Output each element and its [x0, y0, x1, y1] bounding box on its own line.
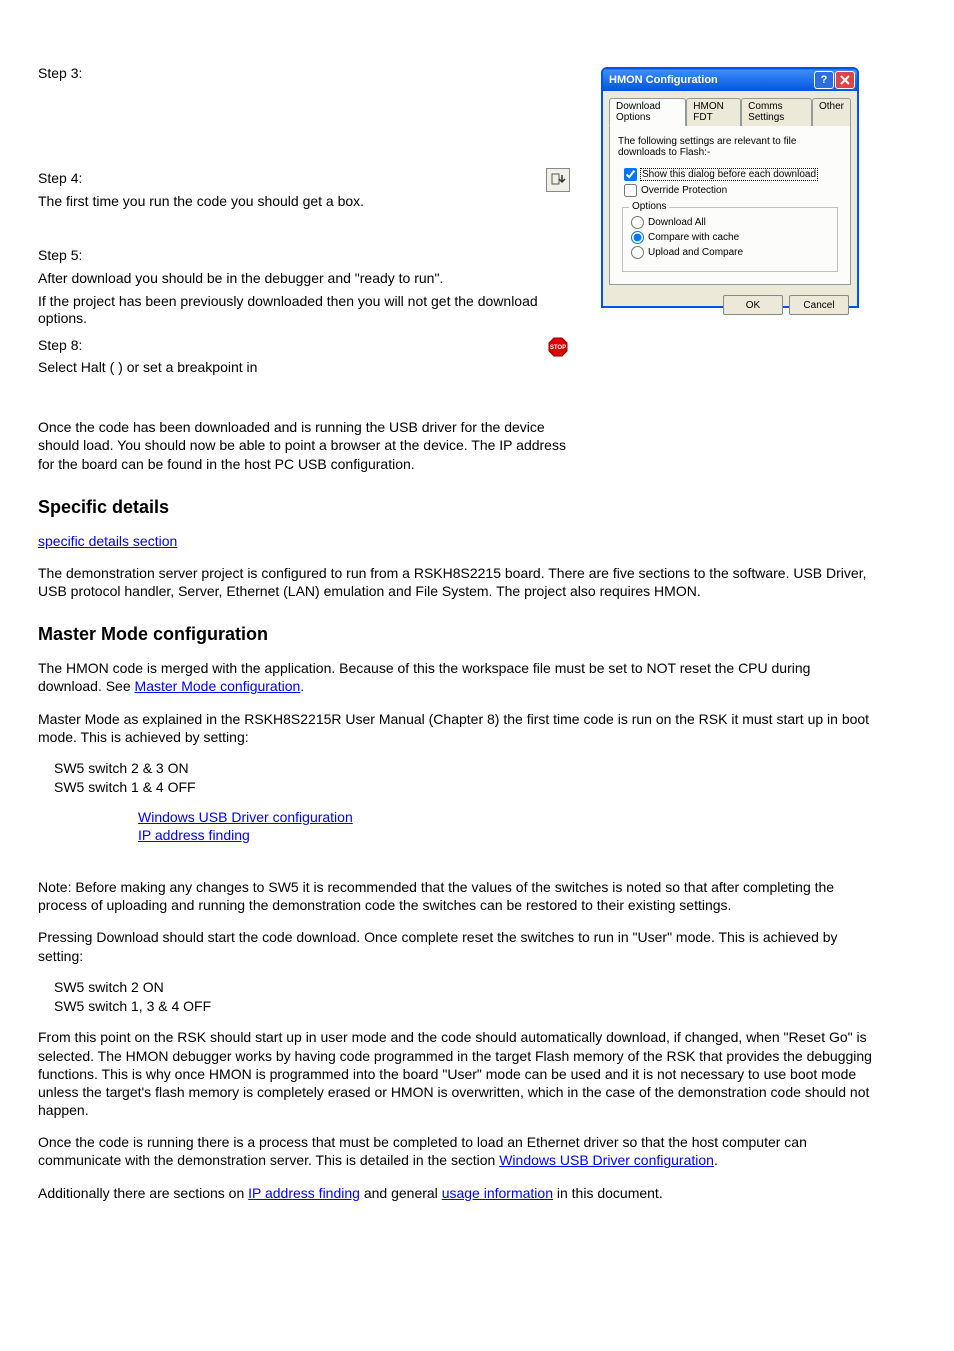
specific-details-heading: Specific details: [38, 497, 570, 518]
radio-compare-cache-row: Compare with cache: [631, 231, 829, 244]
close-button[interactable]: [835, 71, 855, 89]
tab-hmon-fdt[interactable]: HMON FDT: [686, 98, 741, 126]
close-icon: [839, 74, 851, 86]
details-p2: The HMON code is merged with the applica…: [38, 659, 878, 695]
ip-finding-link-2[interactable]: IP address finding: [248, 1185, 360, 1201]
checkbox-override-row: Override Protection: [624, 184, 842, 197]
ok-button[interactable]: OK: [723, 295, 783, 315]
dialog-title: HMON Configuration: [609, 74, 813, 86]
dialog-buttons: OK Cancel: [603, 291, 857, 323]
titlebar: HMON Configuration ?: [603, 69, 857, 91]
step8-label: Step 8:: [38, 337, 538, 354]
usage-info-link[interactable]: usage information: [442, 1185, 553, 1201]
bullet-1: SW5 switch 2 & 3 ON: [54, 760, 570, 777]
bullet2-2: SW5 switch 1, 3 & 4 OFF: [54, 998, 570, 1015]
step4-label: Step 4:: [38, 170, 538, 187]
stop-icon: STOP: [546, 335, 570, 359]
download-icon: [546, 168, 570, 192]
radio-upload-compare[interactable]: [631, 246, 644, 259]
radio-upload-compare-row: Upload and Compare: [631, 246, 829, 259]
checkbox-show-dialog[interactable]: [624, 168, 637, 181]
master-p1: Pressing Download should start the code …: [38, 928, 878, 964]
step9-text: Once the code has been downloaded and is…: [38, 418, 570, 473]
master-p3: Once the code is running there is a proc…: [38, 1133, 878, 1169]
master-p4-end: in this document.: [553, 1185, 663, 1201]
bullet2-1: SW5 switch 2 ON: [54, 979, 570, 996]
dialog-desc: The following settings are relevant to f…: [618, 136, 842, 158]
windows-usb-link-2[interactable]: Windows USB Driver configuration: [499, 1152, 714, 1168]
hmon-config-dialog: HMON Configuration ? Download Options HM…: [601, 67, 859, 308]
options-group: Options Download All Compare with cache …: [622, 207, 838, 272]
options-legend: Options: [629, 201, 669, 212]
checkbox-show-dialog-row: Show this dialog before each download: [624, 168, 842, 181]
step3-label: Step 3:: [38, 65, 570, 82]
radio-download-all[interactable]: [631, 216, 644, 229]
ip-finding-link[interactable]: IP address finding: [138, 826, 570, 844]
step5-label: Step 5:: [38, 247, 570, 264]
radio-download-all-row: Download All: [631, 216, 829, 229]
details-p1: The demonstration server project is conf…: [38, 564, 878, 600]
step5-text1: After download you should be in the debu…: [38, 270, 570, 287]
details-p2-b: .: [300, 678, 304, 694]
master-links-line: Windows USB Driver configuration IP addr…: [138, 808, 570, 844]
radio-upload-compare-label: Upload and Compare: [648, 247, 743, 258]
windows-usb-link[interactable]: Windows USB Driver configuration: [138, 808, 570, 826]
checkbox-override-label: Override Protection: [641, 185, 727, 196]
tab-comms-settings[interactable]: Comms Settings: [741, 98, 812, 126]
master-p4: Additionally there are sections on IP ad…: [38, 1184, 878, 1202]
svg-text:STOP: STOP: [550, 345, 566, 351]
master-p4-mid: and general: [360, 1185, 442, 1201]
master-p2: From this point on the RSK should start …: [38, 1028, 878, 1119]
master-mode-heading: Master Mode configuration: [38, 624, 570, 645]
checkbox-override[interactable]: [624, 184, 637, 197]
cancel-button[interactable]: Cancel: [789, 295, 849, 315]
step5-text2: If the project has been previously downl…: [38, 293, 570, 327]
step4-text: The first time you run the code you shou…: [38, 193, 538, 210]
tab-download-options[interactable]: Download Options: [609, 98, 686, 126]
tab-body: The following settings are relevant to f…: [609, 126, 851, 285]
checkbox-show-dialog-label: Show this dialog before each download: [641, 169, 817, 180]
step8-text: Select Halt ( ) or set a breakpoint in: [38, 359, 538, 376]
specific-details-link[interactable]: specific details section: [38, 533, 177, 549]
master-note: Note: Before making any changes to SW5 i…: [38, 878, 878, 914]
bullet-2: SW5 switch 1 & 4 OFF: [54, 779, 570, 796]
master-intro: Master Mode as explained in the RSKH8S22…: [38, 710, 878, 746]
tab-row: Download Options HMON FDT Comms Settings…: [609, 97, 851, 126]
help-button[interactable]: ?: [814, 71, 834, 89]
radio-compare-cache[interactable]: [631, 231, 644, 244]
tab-other[interactable]: Other: [812, 98, 851, 126]
master-mode-link[interactable]: Master Mode configuration: [135, 678, 301, 694]
master-p4-a: Additionally there are sections on: [38, 1185, 248, 1201]
radio-download-all-label: Download All: [648, 217, 706, 228]
radio-compare-cache-label: Compare with cache: [648, 232, 739, 243]
